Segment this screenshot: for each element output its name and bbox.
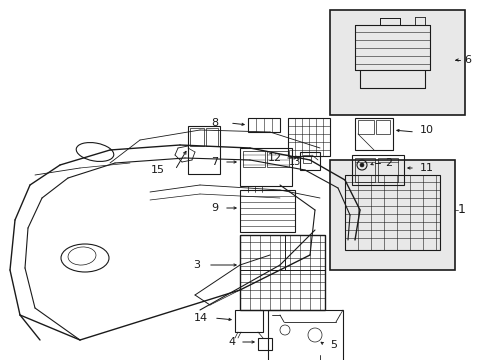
Bar	[240, 235, 325, 310]
Text: 12: 12	[267, 153, 282, 163]
Bar	[266, 151, 288, 167]
Text: 14: 14	[193, 313, 207, 323]
Bar	[240, 148, 291, 186]
Bar	[240, 235, 285, 270]
Bar	[354, 158, 374, 182]
Text: 4: 4	[228, 337, 236, 347]
Bar	[351, 155, 403, 185]
Bar	[285, 235, 325, 270]
Bar	[357, 120, 373, 134]
Bar	[375, 120, 389, 134]
Text: 9: 9	[210, 203, 218, 213]
Bar	[345, 175, 439, 250]
Text: 13: 13	[288, 157, 301, 167]
Text: 8: 8	[210, 118, 218, 128]
Text: 2: 2	[384, 158, 391, 168]
Text: 6: 6	[463, 55, 470, 65]
Bar	[243, 151, 264, 167]
Bar	[247, 118, 280, 132]
Bar	[329, 10, 464, 115]
Circle shape	[359, 163, 363, 167]
Bar	[240, 270, 325, 310]
Bar	[190, 128, 203, 146]
Text: 10: 10	[419, 125, 433, 135]
Bar	[235, 310, 263, 332]
Bar	[240, 190, 294, 232]
Bar	[354, 118, 392, 150]
Text: 7: 7	[210, 157, 218, 167]
Bar	[267, 310, 342, 360]
Text: 3: 3	[193, 260, 200, 270]
Bar	[258, 338, 271, 350]
Bar	[377, 158, 397, 182]
Bar	[205, 128, 218, 146]
Bar	[329, 160, 454, 270]
Text: 5: 5	[329, 340, 336, 350]
Text: 11: 11	[419, 163, 433, 173]
Text: 1: 1	[457, 203, 465, 216]
Bar	[299, 152, 319, 170]
Text: 15: 15	[151, 165, 164, 175]
Bar	[287, 118, 329, 156]
Bar	[303, 155, 310, 163]
Bar	[187, 126, 220, 174]
